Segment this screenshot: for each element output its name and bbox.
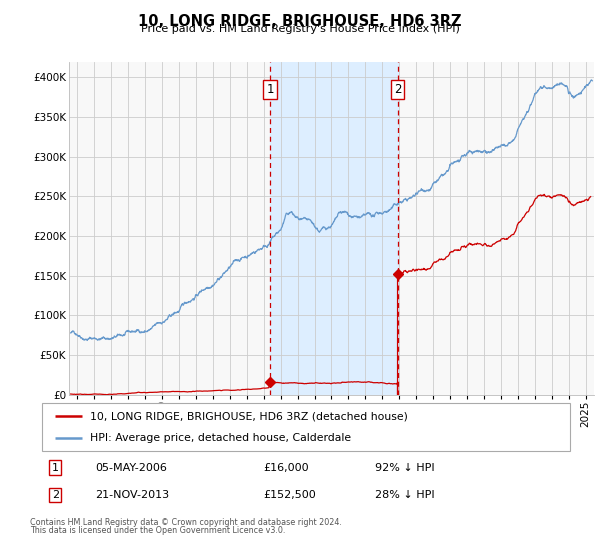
Text: £16,000: £16,000: [264, 463, 310, 473]
Text: HPI: Average price, detached house, Calderdale: HPI: Average price, detached house, Cald…: [89, 433, 350, 443]
Text: 1: 1: [266, 83, 274, 96]
Text: Contains HM Land Registry data © Crown copyright and database right 2024.: Contains HM Land Registry data © Crown c…: [30, 518, 342, 527]
Text: 2: 2: [52, 490, 59, 500]
Text: £152,500: £152,500: [264, 490, 317, 500]
Text: Price paid vs. HM Land Registry's House Price Index (HPI): Price paid vs. HM Land Registry's House …: [140, 24, 460, 34]
Text: 10, LONG RIDGE, BRIGHOUSE, HD6 3RZ: 10, LONG RIDGE, BRIGHOUSE, HD6 3RZ: [138, 14, 462, 29]
Text: 92% ↓ HPI: 92% ↓ HPI: [374, 463, 434, 473]
Text: 28% ↓ HPI: 28% ↓ HPI: [374, 490, 434, 500]
Text: 1: 1: [52, 463, 59, 473]
Text: 2: 2: [394, 83, 401, 96]
Text: This data is licensed under the Open Government Licence v3.0.: This data is licensed under the Open Gov…: [30, 526, 286, 535]
Text: 05-MAY-2006: 05-MAY-2006: [95, 463, 167, 473]
FancyBboxPatch shape: [42, 403, 570, 451]
Text: 10, LONG RIDGE, BRIGHOUSE, HD6 3RZ (detached house): 10, LONG RIDGE, BRIGHOUSE, HD6 3RZ (deta…: [89, 411, 407, 421]
Bar: [270, 62, 398, 395]
Text: 21-NOV-2013: 21-NOV-2013: [95, 490, 169, 500]
